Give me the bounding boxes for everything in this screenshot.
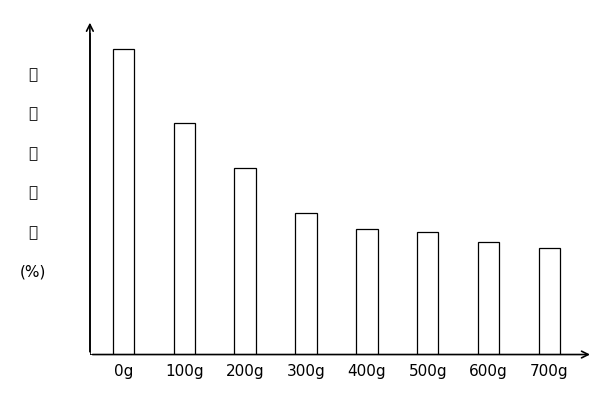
Bar	[295, 213, 316, 354]
Text: 属: 属	[28, 146, 38, 161]
Bar	[417, 232, 439, 354]
Bar	[234, 168, 255, 354]
Bar	[478, 242, 500, 354]
Bar	[113, 49, 134, 354]
Bar	[539, 248, 560, 354]
Text: 重: 重	[28, 67, 38, 82]
Text: 含: 含	[28, 186, 38, 200]
Bar	[173, 123, 195, 354]
Text: 金: 金	[28, 107, 38, 122]
Bar	[356, 229, 378, 354]
Text: 量: 量	[28, 225, 38, 240]
Text: (%): (%)	[20, 264, 47, 279]
